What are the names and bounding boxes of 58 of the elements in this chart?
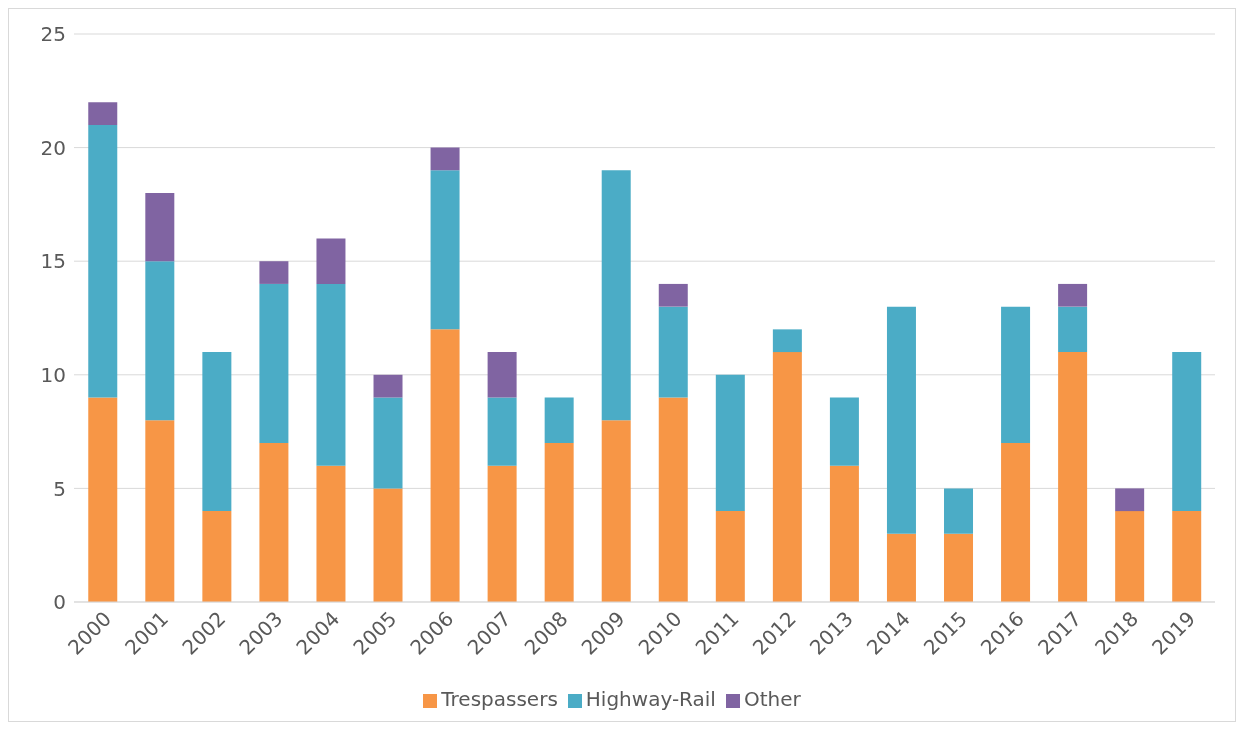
bar (487, 465, 517, 602)
bar (1058, 306, 1088, 353)
bar (1001, 442, 1031, 602)
y-tick-label: 10 (40, 362, 66, 387)
bar (658, 283, 688, 307)
bar (487, 397, 517, 466)
bar (88, 124, 118, 398)
bar (259, 261, 289, 284)
bar (1172, 511, 1202, 602)
y-tick-label: 15 (40, 249, 66, 274)
legend-label: Other (743, 687, 801, 711)
bar (772, 329, 802, 353)
bar (1058, 283, 1088, 307)
bar (259, 442, 289, 602)
bar (886, 533, 916, 602)
bar (658, 306, 688, 398)
bar (772, 352, 802, 602)
bar (1001, 306, 1031, 443)
bar (316, 283, 346, 466)
bar (373, 374, 403, 398)
bar (944, 488, 974, 534)
bar (373, 397, 403, 489)
legend-label: Trespassers (441, 687, 558, 711)
bar (430, 329, 460, 602)
bar (430, 147, 460, 171)
bar (430, 170, 460, 330)
bar (1172, 352, 1202, 512)
bar (944, 533, 974, 602)
bar (544, 442, 574, 602)
y-tick-label: 5 (53, 476, 66, 501)
legend-label: Highway-Rail (585, 687, 716, 711)
bar (487, 352, 517, 398)
bar (316, 238, 346, 284)
bar (88, 397, 118, 602)
bar (145, 420, 175, 602)
bar (715, 374, 745, 512)
bar (316, 465, 346, 602)
bar (601, 170, 631, 421)
bar (202, 352, 232, 512)
bar (829, 397, 859, 466)
y-tick-label: 25 (40, 22, 66, 47)
y-tick-label: 0 (53, 590, 66, 615)
bar (658, 397, 688, 602)
bar (259, 283, 289, 443)
bar (544, 397, 574, 443)
bar (373, 488, 403, 602)
bar (88, 102, 118, 125)
bar (1115, 511, 1145, 602)
y-tick-label: 20 (40, 135, 66, 160)
bar (145, 261, 175, 421)
bar (829, 465, 859, 602)
bar (601, 420, 631, 602)
bar (145, 193, 175, 262)
bar (886, 306, 916, 534)
bar (202, 511, 232, 602)
bar (1058, 352, 1088, 602)
bar (1115, 488, 1145, 512)
bar (715, 511, 745, 602)
